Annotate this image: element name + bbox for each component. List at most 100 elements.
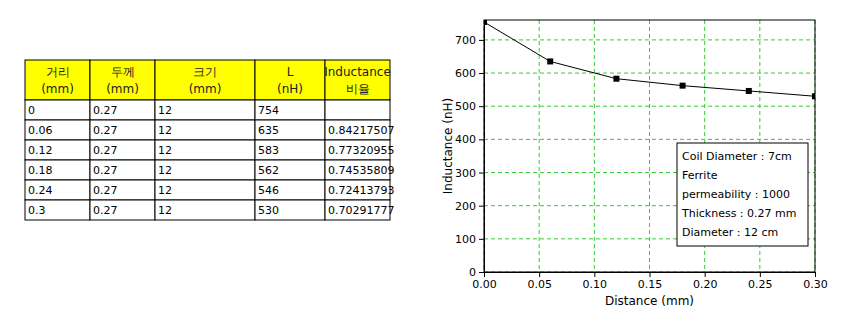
cell [25,100,90,120]
y-tick-label: 600 [455,67,476,80]
x-tick-mark [650,272,651,277]
x-tick-label: 0.10 [583,278,608,291]
data-point [746,88,752,94]
cell [155,200,255,220]
cell-text: 0.27 [93,184,118,197]
y-tick-mark [479,206,484,207]
x-tick: 0.10 [583,272,608,291]
chart: 0.000.050.100.150.200.250.30010020030040… [441,19,828,308]
cell-text: 12 [158,144,172,157]
data-line [484,22,815,96]
cell-text: 583 [258,144,279,157]
cell [90,120,155,140]
header-cell [155,60,255,100]
cell [155,140,255,160]
cell-text: 12 [158,164,172,177]
annotation-box [677,143,808,246]
cell-text: 0.27 [93,104,118,117]
x-tick-mark [815,272,816,277]
cell [25,180,90,200]
header-text: 두께 [111,65,135,79]
y-tick: 400 [455,133,484,146]
cell [255,200,325,220]
cell [155,160,255,180]
cell-text: 0.72413793 [328,184,394,197]
annotation-text: Ferrite [682,169,718,182]
cell [255,100,325,120]
grid-line-y [484,106,815,107]
grid-line-y [484,139,815,140]
y-tick-mark [479,173,484,174]
canvas: 거리(mm)두께(mm)크기(mm)L(nH)Inductance비율00.27… [0,0,859,320]
x-tick-mark [760,272,761,277]
y-axis-title: Inductance (nH) [441,98,455,194]
grid-line-y [484,39,815,40]
x-axis: 0.000.050.100.150.200.250.30 [472,272,828,291]
x-tick-mark [484,272,485,277]
cell [90,140,155,160]
y-axis: 0 100 200 300 400 500 600 700 [455,21,485,280]
x-tick-mark [705,272,706,277]
header-text: (mm) [106,82,139,96]
x-tick-mark [594,272,595,277]
x-tick: 0.25 [748,272,773,291]
cell-text: 0.74535809 [328,164,394,177]
cell-text: 635 [258,124,279,137]
cell-text: 12 [158,124,172,137]
y-tick-label: 400 [455,133,476,146]
cell [255,160,325,180]
header-text: Inductance [324,65,391,79]
cell [255,140,325,160]
plot-background [484,20,815,272]
y-tick: 700 [455,34,484,47]
cell-text: 754 [258,104,279,117]
header-cell [255,60,325,100]
cell [25,140,90,160]
cell-text: 0.24 [28,184,53,197]
cell-text: 530 [258,204,279,217]
header-cell [25,60,90,100]
y-tick-mark [479,272,484,273]
y-tick-label: 700 [455,34,476,47]
y-tick-mark [479,139,484,140]
y-tick: 500 [455,100,484,113]
data-point [680,83,686,89]
cell-text: 12 [158,204,172,217]
y-tick-mark [479,73,484,74]
cell [155,100,255,120]
cell-text: 0.27 [93,144,118,157]
header-text: (mm) [189,82,222,96]
y-tick-label: 500 [455,100,476,113]
cell-text: 0.18 [28,164,53,177]
y-tick-mark [479,106,484,107]
cell-text: 0.12 [28,144,53,157]
x-tick-label: 0.30 [803,278,828,291]
y-tick-mark [479,239,484,240]
cell [325,100,390,120]
y-tick-label: 200 [455,200,476,213]
y-tick: 0 [469,266,484,279]
cell-text: 546 [258,184,279,197]
y-tick: 200 [455,200,484,213]
header-text: 거리 [46,65,70,79]
cell [155,180,255,200]
cell-text: 12 [158,104,172,117]
x-tick-label: 0.15 [638,278,663,291]
cell-text: 0 [28,104,35,117]
table: 거리(mm)두께(mm)크기(mm)L(nH)Inductance비율00.27… [25,60,394,220]
y-axis-line [484,21,485,273]
x-tick: 0.30 [803,272,828,291]
cell-text: 12 [158,184,172,197]
cell-text: 0.27 [93,124,118,137]
y-tick-label: 0 [469,266,476,279]
cell [25,200,90,220]
header-text: 비율 [346,82,370,96]
y-tick-label: 100 [455,233,476,246]
annotation-text: Thickness : 0.27 mm [681,207,797,220]
cell [90,200,155,220]
y-tick-label: 300 [455,167,476,180]
data-point [812,93,815,99]
x-tick-label: 0.00 [472,278,497,291]
cell [90,100,155,120]
cell-text: 0.3 [28,204,46,217]
